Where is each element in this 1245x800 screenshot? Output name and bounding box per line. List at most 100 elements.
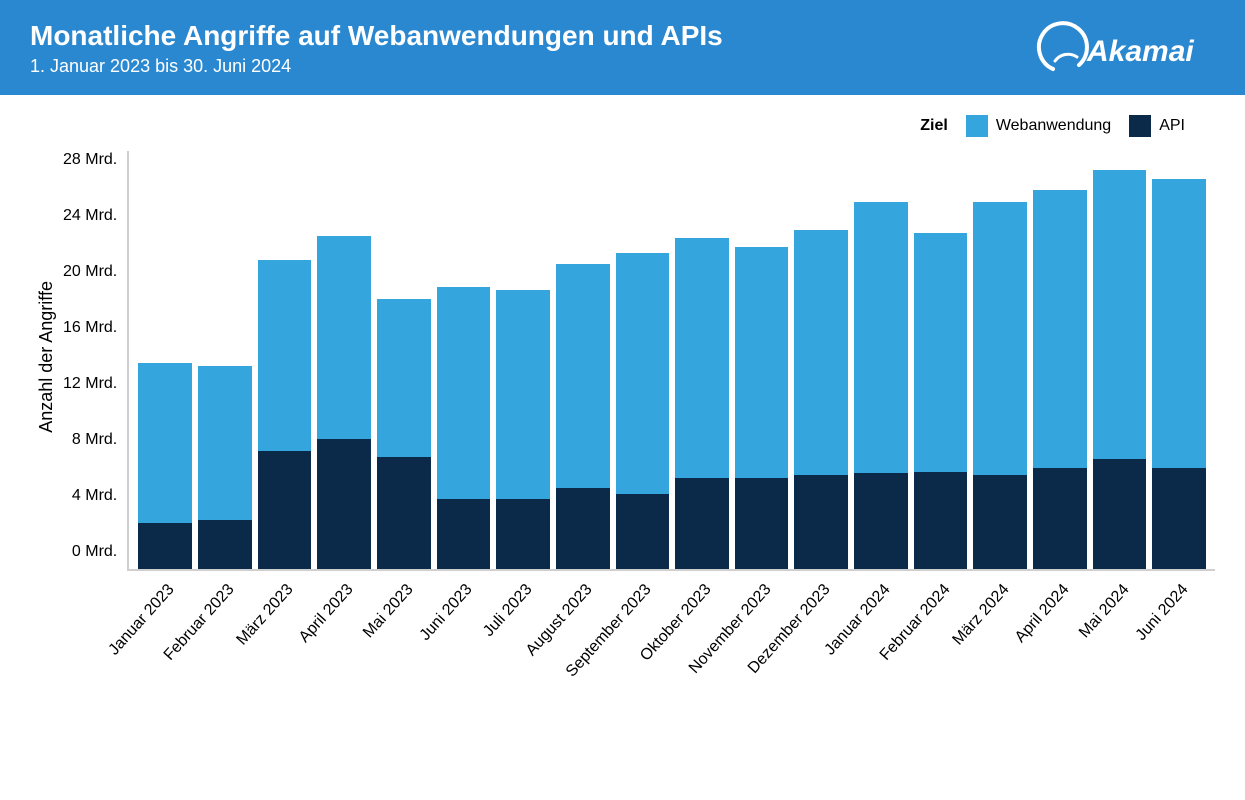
bar-segment-webanwendung [973, 202, 1027, 475]
bar-segment-api [1093, 459, 1147, 569]
bar-segment-webanwendung [616, 253, 670, 495]
y-tick: 20 Mrd. [63, 263, 117, 281]
y-tick: 28 Mrd. [63, 151, 117, 169]
bar-column [672, 151, 732, 569]
bar-segment-webanwendung [914, 233, 968, 472]
bar-segment-webanwendung [1033, 190, 1087, 468]
bar-segment-webanwendung [556, 264, 610, 488]
bar-segment-api [258, 451, 312, 569]
bar-column [1030, 151, 1090, 569]
bar-column [195, 151, 255, 569]
legend-item: API [1129, 115, 1185, 137]
bar-stack [1033, 190, 1087, 569]
bar-column [970, 151, 1030, 569]
bar-segment-api [616, 494, 670, 569]
bar-column [1090, 151, 1150, 569]
bar-segment-api [138, 523, 192, 569]
legend-swatch [1129, 115, 1151, 137]
bar-stack [794, 230, 848, 569]
bar-segment-webanwendung [735, 247, 789, 478]
chart-area: Anzahl der Angriffe 28 Mrd. 24 Mrd. 20 Mrd… [30, 147, 1215, 707]
bar-segment-api [854, 473, 908, 569]
y-tick: 8 Mrd. [72, 431, 117, 449]
bar-segment-api [377, 457, 431, 569]
bar-segment-api [198, 520, 252, 569]
bar-segment-webanwendung [794, 230, 848, 475]
bar-segment-webanwendung [1152, 179, 1206, 467]
bar-segment-api [496, 499, 550, 569]
bar-column [553, 151, 613, 569]
bar-stack [258, 260, 312, 569]
bar-segment-api [437, 499, 491, 569]
bar-column [791, 151, 851, 569]
y-tick: 16 Mrd. [63, 319, 117, 337]
bar-segment-webanwendung [854, 202, 908, 474]
bar-segment-webanwendung [198, 366, 252, 520]
bar-segment-webanwendung [317, 236, 371, 439]
bar-column [613, 151, 673, 569]
legend: Ziel Webanwendung API [30, 115, 1185, 137]
bar-stack [198, 366, 252, 569]
bar-column [434, 151, 494, 569]
bar-segment-webanwendung [675, 238, 729, 478]
bar-column [493, 151, 553, 569]
bar-stack [377, 299, 431, 569]
bar-stack [556, 264, 610, 569]
bar-segment-api [735, 478, 789, 569]
bar-column [314, 151, 374, 569]
bar-segment-webanwendung [1093, 170, 1147, 458]
legend-swatch [966, 115, 988, 137]
bar-segment-webanwendung [377, 299, 431, 457]
page-title: Monatliche Angriffe auf Webanwendungen u… [30, 20, 723, 52]
bar-column [255, 151, 315, 569]
bar-column [135, 151, 195, 569]
bar-column [1149, 151, 1209, 569]
bar-segment-webanwendung [258, 260, 312, 451]
y-axis-label: Anzahl der Angriffe [30, 281, 63, 433]
bar-stack [1093, 170, 1147, 569]
bar-stack [1152, 179, 1206, 569]
legend-text: API [1159, 117, 1185, 135]
bar-column [374, 151, 434, 569]
bar-segment-webanwendung [138, 363, 192, 523]
page-subtitle: 1. Januar 2023 bis 30. Juni 2024 [30, 56, 723, 77]
brand-logo: Akamai [1035, 21, 1215, 77]
bar-column [911, 151, 971, 569]
bar-column [851, 151, 911, 569]
y-axis-ticks: 28 Mrd. 24 Mrd. 20 Mrd. 16 Mrd. 12 Mrd. 8 Mrd… [63, 151, 127, 561]
bar-segment-webanwendung [437, 287, 491, 499]
bar-stack [854, 202, 908, 569]
chart-container: Ziel Webanwendung API Anzahl der Angriffe… [0, 95, 1245, 717]
bar-stack [616, 253, 670, 569]
plot-area: Januar 2023Februar 2023März 2023April 20… [127, 151, 1215, 571]
bar-stack [973, 202, 1027, 569]
bar-stack [437, 287, 491, 569]
header: Monatliche Angriffe auf Webanwendungen u… [0, 0, 1245, 95]
bar-segment-webanwendung [496, 290, 550, 499]
header-text: Monatliche Angriffe auf Webanwendungen u… [30, 20, 723, 77]
legend-label: Ziel [920, 117, 948, 135]
bar-segment-api [556, 488, 610, 569]
legend-text: Webanwendung [996, 117, 1111, 135]
bar-column [732, 151, 792, 569]
bar-stack [735, 247, 789, 569]
bar-stack [675, 238, 729, 569]
bar-segment-api [914, 472, 968, 569]
bar-segment-api [1033, 468, 1087, 570]
bar-segment-api [794, 475, 848, 569]
bar-stack [914, 233, 968, 569]
bar-stack [317, 236, 371, 569]
y-tick: 0 Mrd. [72, 543, 117, 561]
y-tick: 24 Mrd. [63, 207, 117, 225]
x-axis-labels: Januar 2023Februar 2023März 2023April 20… [129, 569, 1215, 709]
bar-stack [138, 363, 192, 569]
legend-item: Webanwendung [966, 115, 1111, 137]
brand-text: Akamai [1086, 35, 1194, 68]
bar-segment-api [317, 439, 371, 569]
bar-segment-api [675, 478, 729, 569]
bar-segment-api [1152, 468, 1206, 570]
bar-segment-api [973, 475, 1027, 569]
y-tick: 12 Mrd. [63, 375, 117, 393]
bar-stack [496, 290, 550, 569]
y-tick: 4 Mrd. [72, 487, 117, 505]
